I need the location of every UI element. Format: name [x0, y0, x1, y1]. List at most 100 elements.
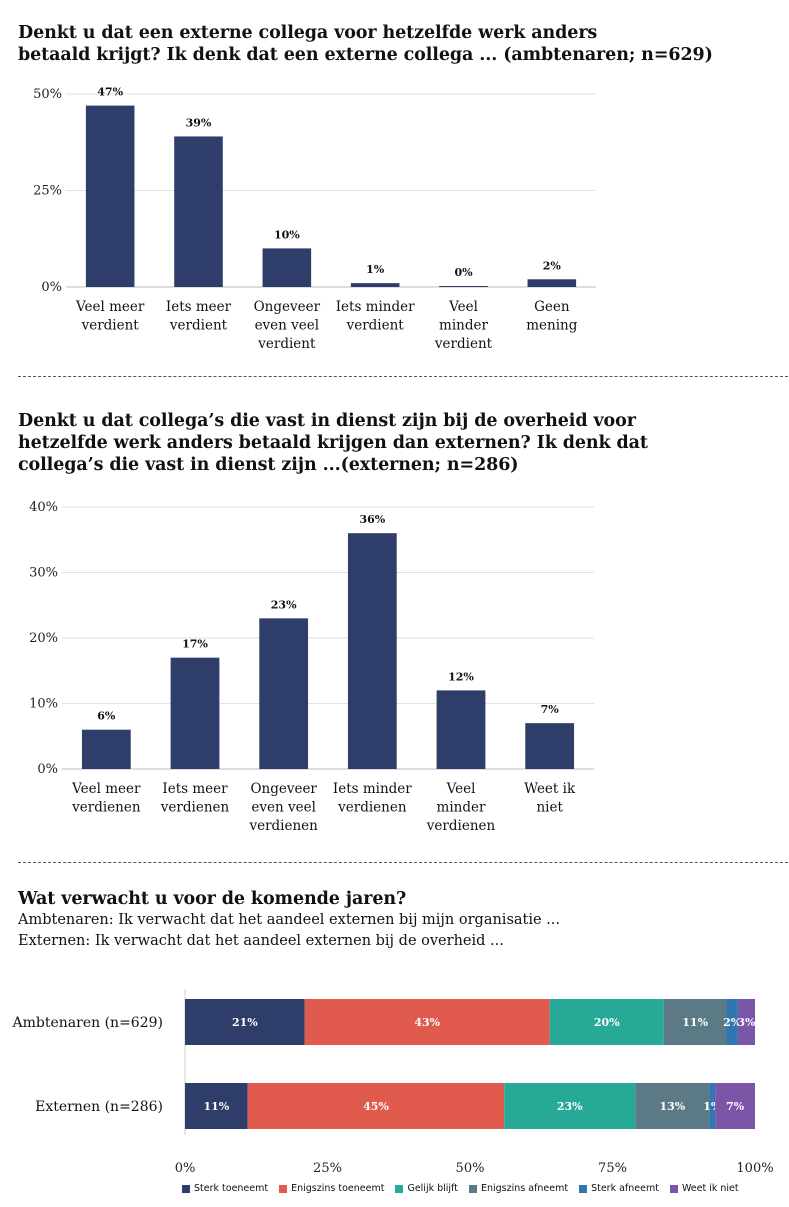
chart2-bar	[170, 657, 220, 769]
chart3-segment-label: 2%	[723, 1016, 742, 1029]
chart2-category-label: niet	[536, 800, 563, 816]
chart1-category-label: even veel	[255, 318, 320, 334]
chart2-title: Denkt u dat collega’s die vast in dienst…	[18, 410, 648, 476]
chart1-title-line: Denkt u dat een externe collega voor het…	[18, 23, 598, 43]
chart2-ytick-label: 10%	[29, 697, 58, 712]
chart3-segment-label: 21%	[232, 1016, 258, 1029]
chart1-category-label: verdient	[257, 336, 316, 352]
chart1-data-label: 39%	[186, 116, 212, 129]
chart1-bar	[527, 279, 577, 287]
chart2-category-label: Ongeveer	[250, 781, 317, 797]
chart1-category-label: verdient	[81, 318, 140, 334]
chart3-segment	[185, 1083, 248, 1129]
chart3-legend-swatch	[395, 1184, 404, 1193]
chart1-category-label: verdient	[434, 336, 493, 352]
chart1-title: Denkt u dat een externe collega voor het…	[18, 22, 713, 66]
chart1-data-label: 47%	[97, 86, 123, 99]
chart3-legend-item: Enigszins afneemt	[468, 1183, 569, 1194]
chart3-segment	[726, 999, 738, 1045]
chart1-category-label: mening	[526, 318, 577, 334]
chart3-legend-swatch	[182, 1184, 190, 1193]
chart3-segment	[185, 999, 305, 1045]
chart2-category-label: even veel	[251, 800, 316, 816]
chart3-segment	[635, 1083, 710, 1129]
chart1-data-label: 0%	[454, 266, 473, 279]
chart2-bar	[525, 723, 575, 769]
chart1-bar	[174, 136, 223, 287]
chart2-ytick-label: 40%	[29, 500, 58, 515]
chart2-data-label: 7%	[541, 703, 560, 716]
chart2-category-label: verdienen	[426, 818, 496, 834]
chart3-segment	[737, 999, 755, 1045]
chart2-category-label: verdienen	[337, 800, 407, 816]
chart2-category-label: Iets minder	[333, 781, 412, 797]
chart3-segment-label: 3%	[737, 1016, 756, 1029]
chart1-category-label: verdient	[169, 318, 228, 334]
chart2-category-label: Weet ik	[524, 781, 576, 797]
chart3-row-label: Ambtenaren (n=629)	[12, 1015, 163, 1031]
chart3-legend-swatch	[279, 1184, 288, 1193]
chart1-category-label: minder	[439, 318, 488, 334]
chart3-legend-item: Enigszins toeneemt	[279, 1183, 384, 1194]
chart1-category-label: Ongeveer	[254, 299, 321, 315]
chart3-legend-swatch	[468, 1184, 477, 1193]
chart3-legend-label: Weet ik niet	[681, 1183, 739, 1194]
chart3-xtick-label: 25%	[313, 1161, 342, 1176]
chart2-ytick-label: 20%	[29, 631, 58, 646]
chart3-title-line: Wat verwacht u voor de komende jaren?	[18, 889, 407, 909]
chart3-segment-label: 43%	[414, 1016, 440, 1029]
chart3-segment-label: 13%	[659, 1100, 685, 1113]
chart3-segment	[663, 999, 727, 1045]
chart3-segment	[709, 1083, 716, 1129]
chart2-data-label: 6%	[97, 710, 116, 723]
chart3-segment-label: 23%	[557, 1100, 583, 1113]
chart2-ytick-label: 0%	[37, 762, 58, 777]
chart3-legend-swatch	[579, 1184, 588, 1193]
chart1-title-line: betaald krijgt? Ik denk dat een externe …	[18, 45, 713, 65]
chart3-legend-item: Sterk afneemt	[579, 1183, 659, 1194]
chart3-legend-item: Sterk toeneemt	[182, 1183, 268, 1194]
chart2-bar	[81, 729, 131, 769]
chart1-bar	[85, 105, 135, 287]
chart2-data-label: 36%	[359, 513, 385, 526]
chart2-ytick-label: 30%	[29, 566, 58, 581]
chart2-category-label: Iets meer	[162, 781, 228, 797]
chart3-legend: Sterk toeneemt Enigszins toeneemt Gelijk b…	[182, 1183, 739, 1194]
chart1-bar	[350, 283, 400, 287]
chart3-xtick-label: 0%	[175, 1161, 196, 1176]
chart2-title-line: hetzelfde werk anders betaald krijgen da…	[18, 433, 648, 453]
chart3-segment-label: 45%	[363, 1100, 389, 1113]
chart2-category-label: verdienen	[248, 818, 318, 834]
chart3-legend-item: Weet ik niet	[669, 1183, 739, 1194]
chart1-bar	[439, 286, 488, 287]
chart3-subtitle-line: Ambtenaren: Ik verwacht dat het aandeel …	[18, 912, 561, 928]
chart3-xtick-label: 75%	[598, 1161, 627, 1176]
chart2-data-label: 17%	[182, 638, 208, 651]
chart3-stacked-bar-chart: Ambtenaren (n=629) 21% 43% 20% 11% 2%3% Extern…	[12, 989, 774, 1176]
chart3-legend-label: Sterk toeneemt	[194, 1183, 269, 1194]
chart3-title: Wat verwacht u voor de komende jaren?	[18, 888, 406, 910]
chart1-category-label: Geen	[534, 299, 570, 315]
chart1-data-label: 1%	[366, 263, 385, 276]
chart1-ytick-label: 50%	[33, 87, 62, 102]
chart2-bar	[436, 690, 486, 769]
chart2-bar	[347, 533, 397, 769]
chart3-legend-label: Enigszins toeneemt	[291, 1183, 385, 1194]
chart3-legend-swatch	[669, 1184, 678, 1193]
chart2-category-label: verdienen	[71, 800, 141, 816]
chart3-legend-label: Enigszins afneemt	[480, 1183, 569, 1194]
chart3-legend-label: Gelijk blijft	[407, 1183, 458, 1194]
chart2-title-line: collega’s die vast in dienst zijn ...(ex…	[18, 455, 519, 475]
chart1-category-label: Veel	[448, 299, 478, 315]
chart3-segment	[247, 1083, 505, 1129]
chart2-category-label: verdienen	[160, 800, 230, 816]
chart1-data-label: 10%	[274, 228, 300, 241]
chart3-row-label: Externen (n=286)	[35, 1099, 163, 1115]
chart1-data-label: 2%	[543, 259, 562, 272]
section-divider	[18, 376, 788, 377]
chart3-segment-label: 7%	[726, 1100, 745, 1113]
chart1-bar	[262, 248, 312, 287]
chart1-category-label: Iets meer	[166, 299, 232, 315]
chart3-subtitle: Ambtenaren: Ik verwacht dat het aandeel …	[18, 910, 560, 952]
chart3-segment	[549, 999, 664, 1045]
